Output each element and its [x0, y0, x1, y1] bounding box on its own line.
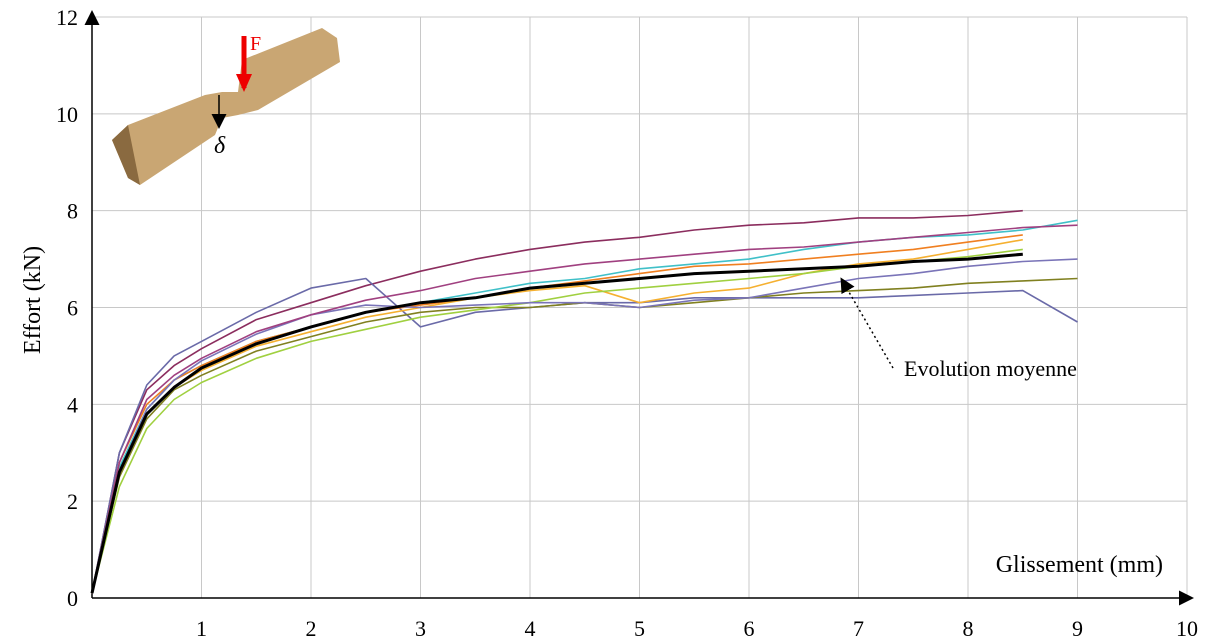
series-line: [91, 277, 1078, 594]
x-tick-label: 4: [525, 616, 536, 641]
series-line: [91, 277, 1078, 594]
series-line: [91, 258, 1078, 594]
x-tick-label: 6: [744, 616, 755, 641]
y-tick-label: 2: [67, 489, 78, 514]
series-line: [91, 248, 1023, 594]
x-tick-label: 3: [415, 616, 426, 641]
x-tick-label: 1: [196, 616, 207, 641]
series-line: [91, 209, 1023, 594]
y-tick-label: 0: [67, 586, 78, 611]
x-tick-label: 7: [853, 616, 864, 641]
y-tick-label: 8: [67, 199, 78, 224]
x-tick-label: 2: [306, 616, 317, 641]
annotation: Evolution moyenne: [904, 356, 1077, 381]
y-tick-label: 10: [56, 102, 78, 127]
series-line: [91, 224, 1078, 594]
series-line: [90, 252, 1023, 594]
x-tick-label: 9: [1072, 616, 1083, 641]
annotation-arrow: [840, 277, 894, 369]
slip-label: δ: [214, 133, 226, 159]
x-tick-label: 10: [1176, 616, 1198, 641]
y-tick-label: 6: [67, 296, 78, 321]
x-tick-label: 8: [963, 616, 974, 641]
series-line: [91, 219, 1078, 594]
inset-photo: [112, 28, 340, 185]
x-tick-label: 5: [634, 616, 645, 641]
y-axis-label: Effort (kN): [20, 246, 46, 354]
force-label: F: [250, 33, 261, 55]
x-axis-label: Glissement (mm): [996, 552, 1163, 578]
series-line: [91, 238, 1023, 594]
y-tick-label: 4: [67, 392, 78, 417]
y-tick-label: 12: [56, 5, 78, 30]
